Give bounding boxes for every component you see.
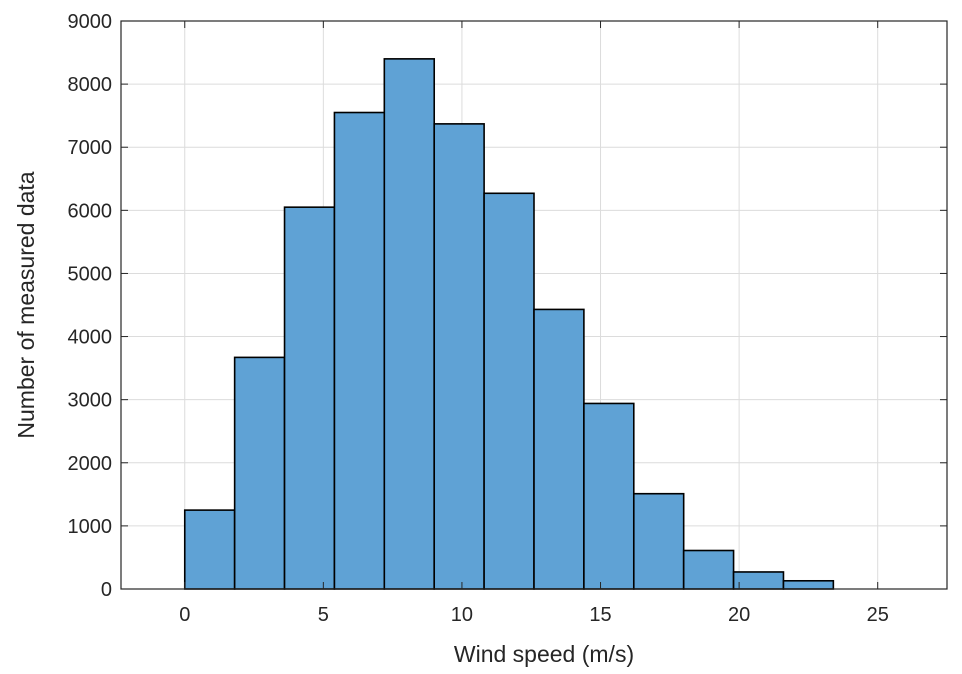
x-tick-label: 20 (728, 604, 750, 626)
histogram-bar (383, 58, 436, 590)
y-tick-label: 4000 (68, 327, 113, 349)
x-tick-label: 25 (867, 604, 889, 626)
histogram-bar (183, 509, 236, 590)
histogram-bar (533, 308, 585, 590)
ticks-layer: 0 5 10 15 20 25 0 1000 2000 3000 4000 5000 6000 7000 8… (68, 11, 947, 626)
y-tick-label: 7000 (68, 137, 113, 159)
x-tick-label: 5 (318, 604, 329, 626)
y-tick-label: 3000 (68, 390, 113, 412)
x-axis-label: Wind speed (m/s) (454, 641, 634, 667)
y-tick-label: 9000 (68, 11, 113, 33)
y-tick-label: 2000 (68, 453, 113, 475)
bars-layer (183, 58, 835, 590)
x-tick-label: 15 (589, 604, 611, 626)
x-tick-label: 10 (451, 604, 473, 626)
histogram-bar (782, 579, 835, 590)
x-tick-label: 0 (179, 604, 190, 626)
y-tick-label: 6000 (68, 200, 113, 222)
y-tick-label: 1000 (68, 516, 113, 538)
histogram-bar (233, 356, 286, 590)
histogram-bar (583, 402, 635, 590)
histogram-bar (433, 123, 485, 590)
histogram-bar (632, 492, 685, 590)
y-axis-label: Number of measured data (13, 171, 39, 438)
axes-box (120, 20, 948, 590)
histogram-bar (732, 571, 785, 590)
histogram-bar (682, 549, 735, 590)
histogram-bar (333, 111, 386, 590)
y-tick-label: 8000 (68, 74, 113, 96)
y-tick-label: 5000 (68, 263, 113, 285)
axes-layer (120, 20, 948, 590)
histogram-bar (283, 206, 336, 590)
y-tick-label: 0 (101, 579, 112, 601)
histogram-bar (483, 192, 535, 590)
